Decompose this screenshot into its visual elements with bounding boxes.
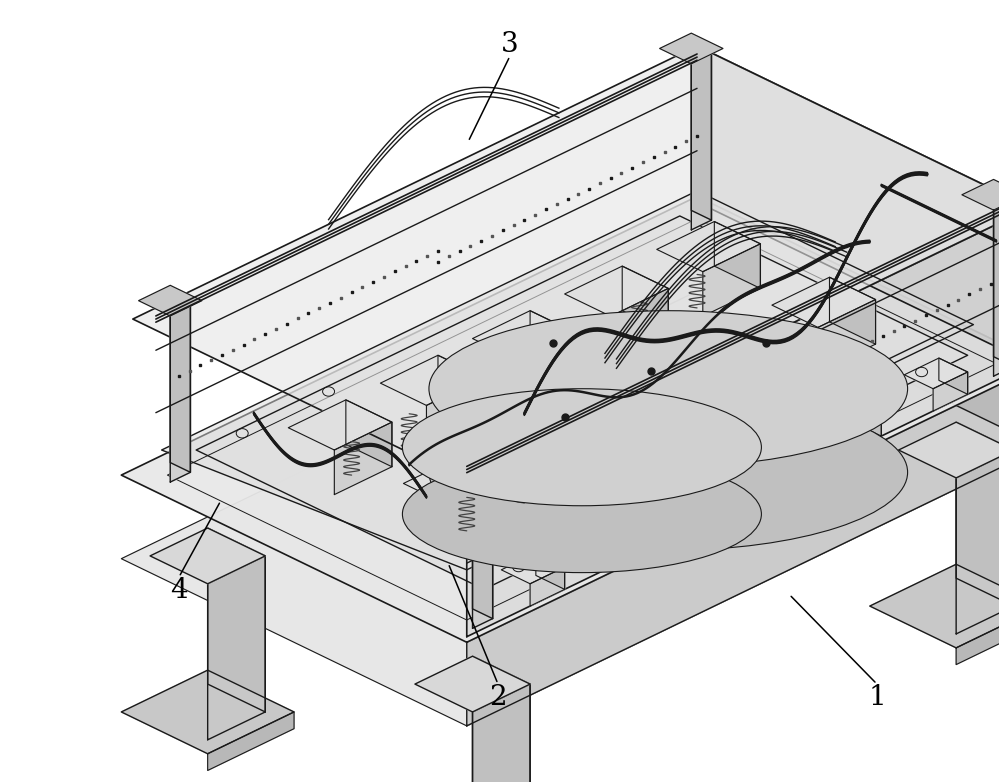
Polygon shape [956,450,1000,634]
Polygon shape [288,400,392,450]
Polygon shape [691,49,711,230]
Polygon shape [691,38,711,220]
Polygon shape [829,277,876,345]
Polygon shape [196,216,968,590]
Polygon shape [660,33,723,63]
Polygon shape [737,456,766,492]
Text: 2: 2 [489,684,507,711]
Polygon shape [616,525,651,565]
Polygon shape [473,437,493,619]
Polygon shape [346,400,392,467]
Polygon shape [899,422,1000,478]
Polygon shape [956,422,1000,606]
Polygon shape [703,456,766,486]
Polygon shape [588,366,691,417]
Polygon shape [703,244,760,316]
Polygon shape [853,400,881,436]
Polygon shape [611,288,668,361]
Polygon shape [588,511,651,542]
Polygon shape [139,285,202,316]
Polygon shape [473,311,576,361]
Text: 1: 1 [868,684,886,711]
Polygon shape [732,470,766,508]
Polygon shape [962,179,1000,210]
Polygon shape [939,358,968,395]
Polygon shape [441,431,504,462]
Polygon shape [496,411,599,461]
Polygon shape [691,294,749,478]
Polygon shape [933,372,968,411]
Polygon shape [530,567,565,606]
Polygon shape [530,311,576,377]
Ellipse shape [429,395,908,550]
Polygon shape [818,400,881,431]
Ellipse shape [402,388,761,506]
Polygon shape [565,266,668,316]
Polygon shape [870,565,1000,648]
Polygon shape [697,46,1000,363]
Polygon shape [634,294,749,350]
Polygon shape [726,345,783,417]
Polygon shape [994,195,1000,376]
Polygon shape [904,358,968,388]
Ellipse shape [429,311,908,467]
Polygon shape [772,277,876,327]
Polygon shape [403,456,507,506]
Polygon shape [133,46,1000,481]
Polygon shape [426,377,484,450]
Polygon shape [634,388,691,461]
Polygon shape [542,433,599,506]
Polygon shape [473,447,493,628]
Polygon shape [121,280,1000,726]
Polygon shape [622,266,668,333]
Polygon shape [162,191,973,570]
Polygon shape [121,197,1000,642]
Polygon shape [536,553,565,590]
Polygon shape [994,185,1000,366]
Polygon shape [150,528,265,584]
Polygon shape [170,291,190,472]
Polygon shape [553,411,599,478]
Polygon shape [622,511,651,547]
Polygon shape [956,606,1000,665]
Polygon shape [657,222,760,272]
Polygon shape [847,413,881,453]
Polygon shape [691,322,749,506]
Polygon shape [415,656,530,712]
Ellipse shape [402,456,761,572]
Polygon shape [334,422,392,495]
Polygon shape [208,528,265,712]
Polygon shape [461,456,507,522]
Polygon shape [467,363,1000,726]
Polygon shape [208,556,265,740]
Polygon shape [680,322,783,372]
Polygon shape [121,670,294,754]
Polygon shape [714,222,760,288]
Text: 4: 4 [170,577,188,604]
Polygon shape [519,333,576,406]
Polygon shape [737,322,783,388]
Polygon shape [691,478,778,536]
Polygon shape [501,553,565,584]
Polygon shape [697,197,1000,447]
Polygon shape [449,478,507,550]
Polygon shape [473,656,530,783]
Text: 3: 3 [501,31,519,58]
Polygon shape [645,366,691,433]
Polygon shape [818,300,876,372]
Polygon shape [170,301,190,482]
Polygon shape [605,436,778,520]
Polygon shape [438,355,484,422]
Polygon shape [473,684,530,783]
Polygon shape [208,712,294,770]
Polygon shape [380,355,484,406]
Polygon shape [467,207,1000,637]
